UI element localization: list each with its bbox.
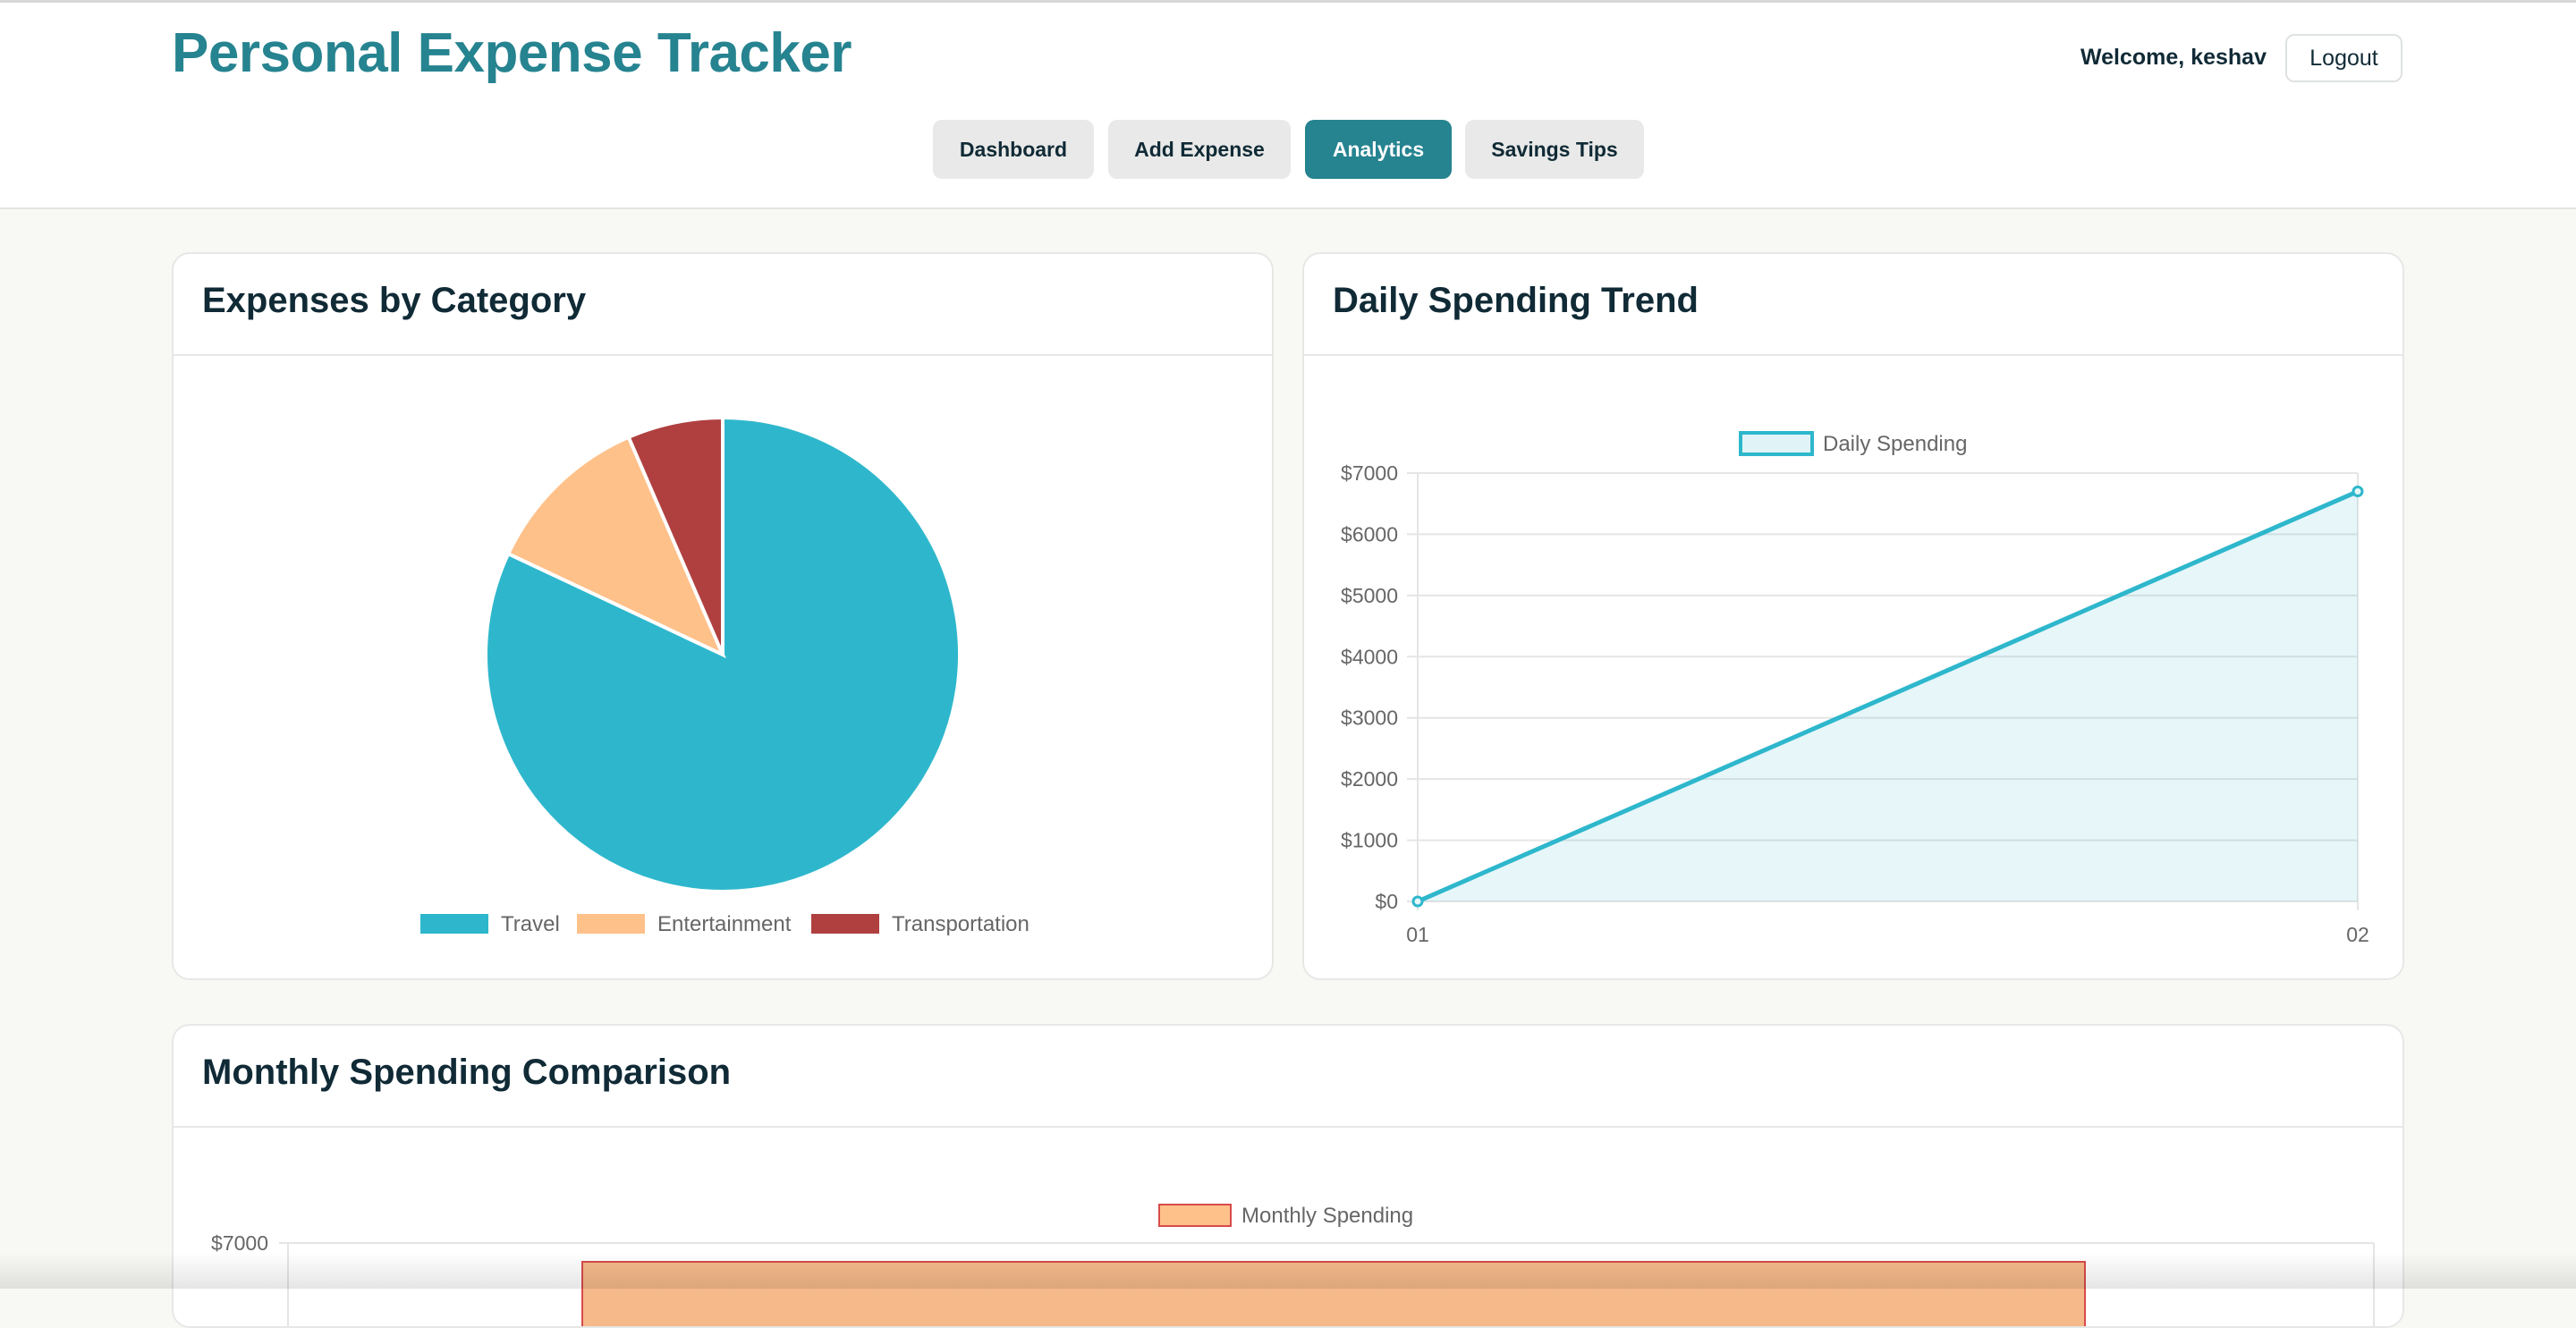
legend-swatch-monthly-spending <box>1158 1204 1232 1227</box>
logout-button[interactable]: Logout <box>2285 34 2402 82</box>
legend-label-transportation[interactable]: Transportation <box>892 912 1030 936</box>
card-divider <box>174 354 1272 356</box>
y-tick-label: $4000 <box>1341 645 1398 668</box>
daily-trend-chart: Daily Spending $0 $1000 $2000 $3000 $4000 $50… <box>1341 431 2369 946</box>
monthly-card: Monthly Spending Comparison $7000 Monthly… <box>172 1024 2404 1328</box>
legend-swatch-travel <box>420 914 488 934</box>
legend-label-monthly-spending[interactable]: Monthly Spending <box>1241 1204 1413 1228</box>
category-card-title: Expenses by Category <box>202 281 587 320</box>
trend-card: Daily Spending Trend Daily Spending $0 $1… <box>1302 252 2404 980</box>
legend-label-daily-spending[interactable]: Daily Spending <box>1823 432 1967 456</box>
monthly-card-title: Monthly Spending Comparison <box>202 1053 732 1092</box>
nav-add-expense[interactable]: Add Expense <box>1108 120 1291 179</box>
y-tick-label: $2000 <box>1341 767 1398 791</box>
y-tick-label: $3000 <box>1341 706 1398 730</box>
bottom-shadow <box>0 1252 2576 1289</box>
app-title: Personal Expense Tracker <box>172 22 852 84</box>
x-tick-label: 02 <box>2346 923 2369 946</box>
legend-swatch-entertainment <box>577 914 645 934</box>
trend-series-line <box>1417 489 2359 904</box>
category-pie-chart: Travel Entertainment Transportation <box>420 415 1030 936</box>
legend-swatch-transportation <box>811 914 879 934</box>
y-tick-label: $5000 <box>1341 584 1398 607</box>
y-tick-label: $0 <box>1375 890 1398 913</box>
trend-point-01[interactable] <box>1411 895 1424 908</box>
trend-point-02[interactable] <box>2351 486 2364 498</box>
y-tick-label: $7000 <box>211 1231 268 1255</box>
y-tick-label: $1000 <box>1341 829 1398 852</box>
y-tick-label: $6000 <box>1341 522 1398 546</box>
top-bar: Personal Expense Tracker Welcome, keshav… <box>0 0 2576 209</box>
card-divider <box>174 1126 2402 1128</box>
main-nav: Dashboard Add Expense Analytics Savings … <box>0 120 2576 179</box>
nav-savings-tips[interactable]: Savings Tips <box>1465 120 1644 179</box>
x-tick-label: 01 <box>1406 923 1429 946</box>
window-top-strip <box>0 0 2576 3</box>
pie-slice-transportation[interactable] <box>626 415 724 656</box>
category-card: Expenses by Category Travel Entertainment… <box>172 252 1274 980</box>
welcome-text: Welcome, keshav <box>2080 45 2267 70</box>
legend-label-entertainment[interactable]: Entertainment <box>657 912 792 936</box>
card-divider <box>1304 354 2402 356</box>
y-tick-label: $7000 <box>1341 461 1398 485</box>
pie-slice-entertainment[interactable] <box>505 435 726 659</box>
legend-swatch-daily-spending <box>1739 431 1814 456</box>
trend-card-title: Daily Spending Trend <box>1333 281 1699 320</box>
nav-dashboard[interactable]: Dashboard <box>933 120 1094 179</box>
nav-analytics[interactable]: Analytics <box>1305 120 1452 179</box>
legend-label-travel[interactable]: Travel <box>501 912 560 936</box>
